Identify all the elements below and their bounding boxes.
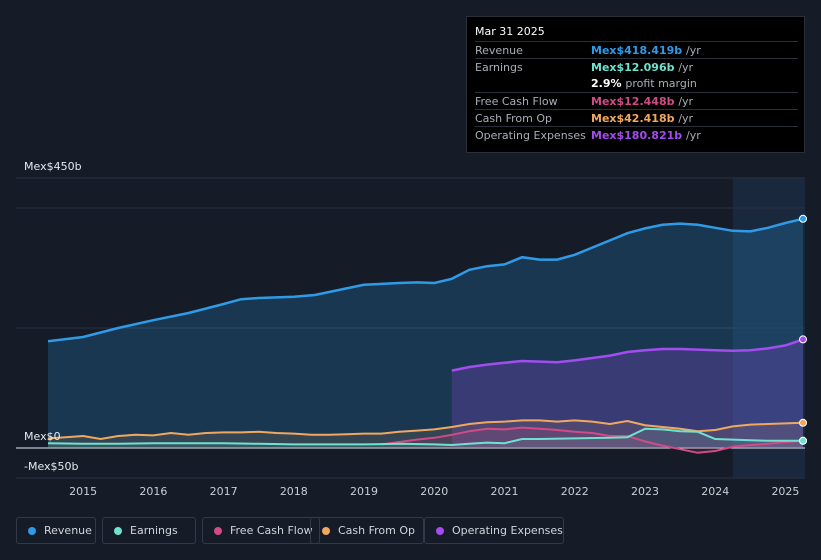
x-tick-label: 2019 [350,485,378,498]
tooltip-label: Operating Expenses [475,129,586,142]
series-lines [47,217,804,454]
earnings-line [47,427,803,447]
legend-dot-icon [114,527,122,535]
tooltip-row-fcf: Free Cash Flow Mex$12.448b /yr [475,92,798,110]
tooltip-date: Mar 31 2025 [475,25,545,38]
operating-expenses-line [451,338,804,372]
tooltip-label: Free Cash Flow [475,95,558,108]
tooltip-row-opex: Operating Expenses Mex$180.821b /yr [475,126,798,144]
x-tick-label: 2025 [771,485,799,498]
y-axis-bottom-label: -Mex$50b [24,460,79,473]
legend-item-operating-expenses[interactable]: Operating Expenses [424,517,564,544]
x-tick-label: 2015 [69,485,97,498]
legend-label: Cash From Op [338,524,416,537]
tooltip-value: Mex$42.418b /yr [591,112,694,125]
series-areas [48,218,803,453]
chart-tooltip: Mar 31 2025 Revenue Mex$418.419b /yr Ear… [466,16,805,153]
y-axis-zero-label: Mex$0 [24,430,61,443]
earnings-endpoint [799,436,807,445]
x-tick-label: 2024 [701,485,729,498]
x-tick-label: 2017 [210,485,238,498]
legend-item-revenue[interactable]: Revenue [16,517,96,544]
tooltip-row-earnings: Earnings Mex$12.096b /yr [475,58,798,76]
tooltip-value: Mex$418.419b /yr [591,44,701,57]
free-cash-flow-area [381,427,803,453]
tooltip-value: Mex$12.096b /yr [591,61,694,74]
x-tick-label: 2018 [280,485,308,498]
x-tick-label: 2022 [561,485,589,498]
cash-from-op-area [48,420,803,448]
tooltip-row-cfo: Cash From Op Mex$42.418b /yr [475,109,798,127]
tooltip-label: Cash From Op [475,112,553,125]
x-tick-label: 2016 [139,485,167,498]
revenue-endpoint [799,214,807,223]
tooltip-value: Mex$180.821b /yr [591,129,701,142]
x-tick-label: 2021 [491,485,519,498]
grid-lines [16,177,805,479]
x-tick-label: 2023 [631,485,659,498]
tooltip-row-revenue: Revenue Mex$418.419b /yr [475,41,798,59]
free-cash-flow-line [381,426,804,454]
revenue-line [47,217,804,343]
legend-dot-icon [322,527,330,535]
y-axis-top-label: Mex$450b [24,160,82,173]
legend-item-earnings[interactable]: Earnings [102,517,196,544]
legend-item-cash-from-op[interactable]: Cash From Op [310,517,424,544]
legend-label: Operating Expenses [452,524,563,537]
operating-expenses-endpoint [799,335,807,344]
legend-dot-icon [28,527,36,535]
legend-dot-icon [436,527,444,535]
tooltip-label: Earnings [475,61,523,74]
x-tick-label: 2020 [420,485,448,498]
tooltip-row-margin: 2.9% profit margin [475,75,798,92]
cash-from-op-line [47,419,804,441]
legend-item-free-cash-flow[interactable]: Free Cash Flow [202,517,320,544]
legend-label: Free Cash Flow [230,524,313,537]
legend-label: Revenue [44,524,92,537]
tooltip-value: Mex$12.448b /yr [591,95,694,108]
tooltip-label: Revenue [475,44,523,57]
earnings-area [48,428,803,448]
legend-dot-icon [214,527,222,535]
cash-from-op-endpoint [799,418,807,427]
revenue-area [48,218,803,448]
legend-label: Earnings [130,524,178,537]
tooltip-value: 2.9% profit margin [591,77,697,90]
x-axis-ticks: 2015 2016 2017 2018 2019 2020 2021 2022 2023 2024… [69,485,799,498]
series-endpoints [799,214,807,445]
